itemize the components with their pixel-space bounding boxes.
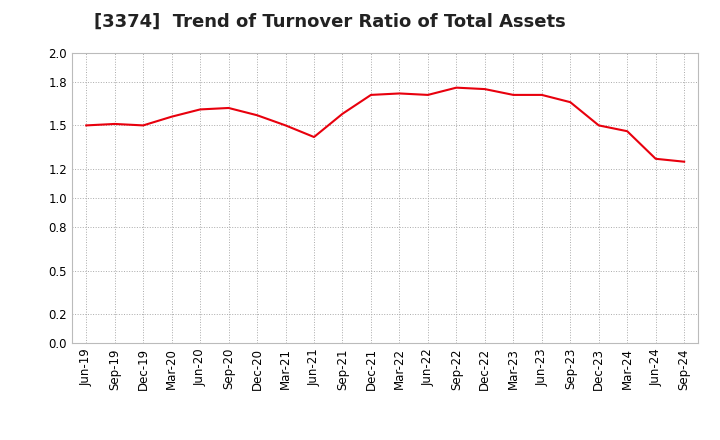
Text: [3374]  Trend of Turnover Ratio of Total Assets: [3374] Trend of Turnover Ratio of Total …	[94, 13, 565, 31]
